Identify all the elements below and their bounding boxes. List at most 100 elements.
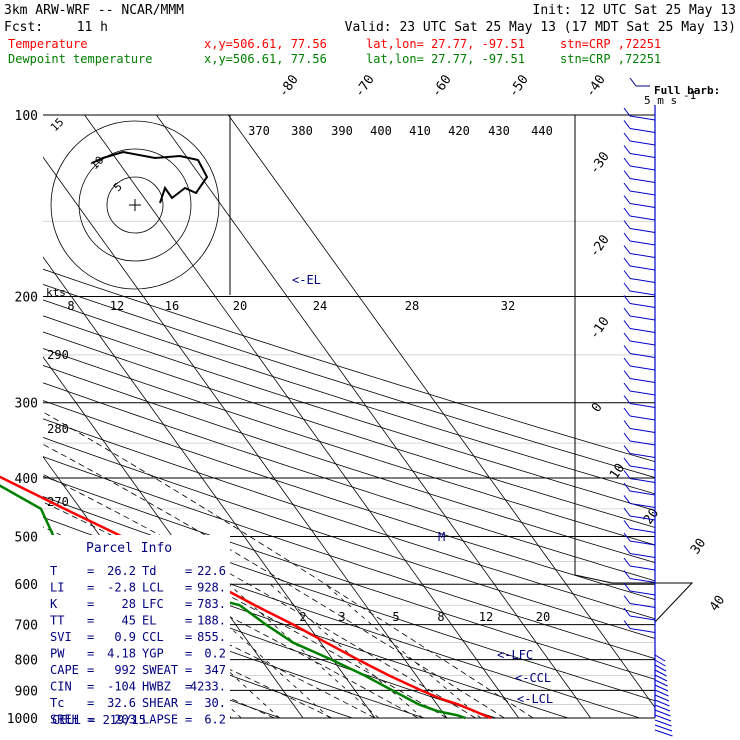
parcel-eq: = bbox=[87, 614, 94, 628]
pressure-label: 200 bbox=[15, 291, 38, 306]
parcel-eq: = bbox=[185, 614, 192, 628]
dry-adiabat bbox=[43, 475, 655, 680]
dry-adiabat bbox=[43, 299, 655, 495]
moist-adiabat bbox=[43, 559, 376, 718]
theta-e-label: 20 bbox=[233, 299, 247, 313]
pressure-label: 1000 bbox=[7, 712, 38, 727]
wind-barb-low bbox=[654, 689, 669, 697]
parcel-eq: = bbox=[87, 680, 94, 694]
pressure-label: 700 bbox=[15, 619, 38, 634]
fcst-label: Fcst: bbox=[4, 20, 43, 35]
wind-barb bbox=[629, 128, 656, 133]
wind-barb bbox=[629, 515, 656, 521]
temperature-stn: stn=CRP ,72251 bbox=[560, 37, 661, 51]
isotherm-label: -30 bbox=[587, 149, 613, 177]
theta-e-label: 16 bbox=[165, 299, 179, 313]
parcel-key: CCL bbox=[142, 630, 164, 644]
lfc-marker: <-LFC bbox=[497, 648, 533, 662]
dry-adiabat bbox=[43, 437, 655, 639]
wind-barb bbox=[629, 465, 656, 471]
mixing-ratio-label: 8 bbox=[437, 610, 444, 624]
parcel-eq: = bbox=[185, 630, 192, 644]
wind-barb-flag bbox=[623, 445, 631, 454]
wind-barb bbox=[629, 503, 656, 508]
wind-barb bbox=[629, 440, 656, 446]
wind-legend: Full barb: 5 m s -1 bbox=[629, 77, 720, 107]
dry-adiabat bbox=[43, 365, 655, 564]
wind-barb-flag bbox=[623, 120, 631, 129]
pressure-label: 100 bbox=[15, 109, 38, 124]
isotherm-label: -80 bbox=[276, 72, 302, 100]
mixing-ratio-line bbox=[228, 583, 379, 718]
isotherm-label: -50 bbox=[506, 72, 532, 100]
parcel-value: 32.6 bbox=[107, 696, 136, 710]
parcel-key: CIN bbox=[50, 680, 72, 694]
wind-legend-line2: 5 m s bbox=[644, 94, 677, 107]
wind-barb-low bbox=[654, 694, 670, 702]
wind-barb bbox=[629, 415, 656, 421]
parcel-eq: = bbox=[87, 647, 94, 661]
mixing-ratio-label: 5 bbox=[392, 610, 399, 624]
wind-barb-flag bbox=[623, 520, 631, 529]
wind-barb bbox=[629, 203, 656, 208]
wind-legend-exp: -1 bbox=[683, 89, 696, 102]
wind-barb bbox=[629, 290, 656, 296]
wind-barb bbox=[629, 328, 656, 333]
wind-barb bbox=[629, 228, 656, 233]
theta-left-label: 280 bbox=[47, 422, 69, 436]
parcel-cell: CELL = 219/15 bbox=[52, 713, 146, 727]
wind-barb-low bbox=[654, 699, 670, 707]
parcel-eq: = bbox=[87, 581, 94, 595]
wind-barb-low bbox=[654, 659, 666, 667]
wind-barb-flag bbox=[623, 545, 631, 554]
wind-barb-flag bbox=[623, 357, 631, 367]
dry-adiabat bbox=[43, 382, 655, 582]
wind-barb bbox=[629, 190, 656, 196]
hodograph-ring bbox=[50, 120, 220, 290]
wind-barb-flag bbox=[623, 295, 631, 304]
wind-barb-flag bbox=[623, 220, 631, 229]
wind-barb-flag bbox=[623, 157, 631, 167]
valid-time: Valid: 23 UTC Sat 25 May 13 (17 MDT Sat … bbox=[345, 20, 736, 35]
wind-barb-flag bbox=[623, 482, 631, 492]
dewpoint-xy: x,y=506.61, 77.56 bbox=[204, 52, 327, 66]
wind-barb bbox=[629, 165, 656, 171]
parcel-value: 6.2 bbox=[204, 713, 226, 727]
mixing-ratio-label: 2 bbox=[299, 610, 306, 624]
wind-barb bbox=[629, 353, 656, 358]
parcel-eq: = bbox=[185, 581, 192, 595]
wind-barb-low bbox=[654, 704, 671, 712]
wind-barb-flag bbox=[623, 595, 631, 604]
wind-barb-flag bbox=[623, 207, 631, 217]
parcel-key: LI bbox=[50, 581, 64, 595]
wind-barb bbox=[629, 365, 656, 371]
dry-adiabat bbox=[43, 315, 655, 511]
wind-barb bbox=[629, 140, 656, 146]
theta-label: 370 bbox=[248, 124, 270, 138]
dry-adiabat bbox=[43, 418, 655, 620]
parcel-eq: = bbox=[87, 663, 94, 677]
theta-label: 400 bbox=[370, 124, 392, 138]
fcst-value: 11 h bbox=[77, 20, 108, 35]
wind-barb-flag bbox=[623, 195, 631, 204]
wind-barb-low bbox=[654, 664, 667, 672]
hodograph-ring-label: 15 bbox=[48, 116, 67, 135]
wind-barb-flag bbox=[623, 620, 631, 629]
wind-barb-flag bbox=[623, 532, 631, 542]
parcel-key: SVI bbox=[50, 630, 72, 644]
isotherm-label: -70 bbox=[352, 72, 378, 100]
wind-barb-flag bbox=[623, 557, 631, 567]
parcel-eq: = bbox=[87, 564, 94, 578]
parcel-value: 855. bbox=[197, 630, 226, 644]
wind-barb bbox=[629, 215, 656, 221]
parcel-value: -104 bbox=[107, 680, 136, 694]
parcel-value: 45 bbox=[122, 614, 136, 628]
el-marker: <-EL bbox=[292, 273, 321, 287]
wind-barb bbox=[629, 265, 656, 271]
wind-barb-flag bbox=[623, 182, 631, 192]
wind-barb-flag bbox=[623, 607, 631, 617]
wind-barb bbox=[629, 553, 656, 558]
mixing-ratio-line bbox=[324, 583, 482, 718]
dewpoint-stn: stn=CRP ,72251 bbox=[560, 52, 661, 66]
